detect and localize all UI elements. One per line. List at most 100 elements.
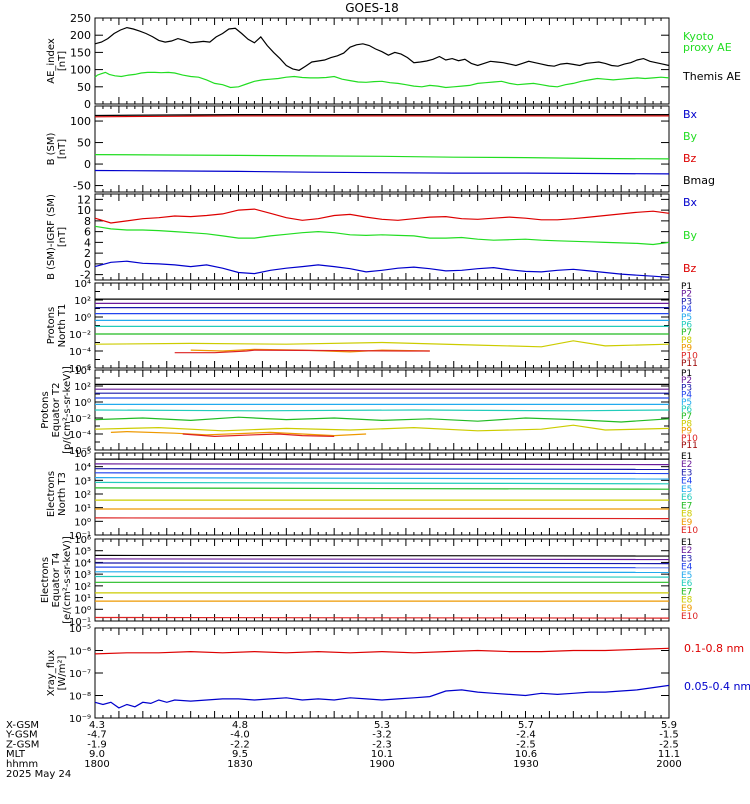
y-axis-label: Electrons — [40, 557, 51, 603]
series-line — [94, 416, 670, 423]
ytick-label: 0 — [84, 98, 91, 111]
series-line — [94, 468, 670, 470]
y-axis-label: [p/(cm²-s-sr-keV)] — [62, 366, 73, 454]
ytick-label: 10² — [74, 296, 91, 307]
y-axis-label: B (SM)-IGRF (SM) — [46, 194, 57, 280]
legend-entry: E3 — [681, 468, 692, 478]
series-line — [94, 566, 670, 569]
y-axis-label: Equator T2 — [51, 383, 62, 438]
legend-entry: P10 — [681, 351, 698, 361]
legend-entry: Themis AE — [682, 70, 741, 83]
legend-entry: Bmag — [683, 174, 715, 187]
ytick-label: 10⁰ — [74, 313, 91, 324]
y-axis-label: North T1 — [57, 304, 68, 348]
xtick-label: 4.8 — [232, 720, 248, 731]
xtick-label: 2000 — [656, 759, 681, 770]
series-line — [94, 571, 670, 574]
ytick-label: 10¹ — [74, 504, 91, 515]
legend-entry: P6 — [681, 321, 692, 331]
ytick-label: 10⁶ — [74, 535, 91, 546]
y-axis-label: AE_index — [46, 38, 57, 84]
series-line — [94, 554, 670, 557]
ytick-label: 10⁻¹ — [69, 617, 91, 628]
series-line — [182, 433, 335, 438]
legend-entry: Kyoto — [683, 30, 714, 43]
legend-entry: E1 — [681, 452, 692, 462]
ytick-label: 10⁴ — [74, 279, 91, 290]
xtick-label: 1800 — [84, 759, 109, 770]
ytick-label: 12 — [77, 193, 91, 206]
xtick-label: -4.0 — [230, 730, 250, 741]
ytick-label: 150 — [70, 46, 91, 59]
ytick-label: 10⁻⁹ — [69, 714, 91, 725]
ytick-label: 10 — [77, 204, 91, 217]
series-line — [94, 684, 670, 709]
legend-entry: E6 — [681, 493, 693, 503]
xtick-label: 1900 — [369, 759, 394, 770]
series-line — [94, 154, 670, 160]
legend-entry: P9 — [681, 427, 692, 437]
series-line — [94, 481, 670, 485]
legend-entry: E3 — [681, 554, 692, 564]
series-line — [94, 477, 670, 480]
legend-entry: 0.05-0.4 nm — [684, 680, 750, 693]
ytick-label: 0 — [84, 158, 91, 171]
legend-entry: P1 — [681, 369, 692, 379]
xaxis-row-label: hhmm — [6, 759, 38, 770]
xtick-label: -1.9 — [87, 739, 107, 750]
series-line — [94, 409, 670, 412]
legend-entry: E2 — [681, 460, 692, 470]
y-axis-label: [nT] — [57, 139, 68, 159]
xtick-label: -2.2 — [230, 739, 250, 750]
legend-entry: P5 — [681, 398, 692, 408]
legend-entry: E8 — [681, 510, 693, 520]
legend-entry: P11 — [681, 359, 698, 369]
ytick-label: -2 — [80, 269, 91, 282]
xtick-label: -3.2 — [372, 730, 392, 741]
legend-entry: P7 — [681, 412, 692, 422]
legend-entry: P4 — [681, 391, 692, 401]
y-axis-label: B (SM) — [46, 132, 57, 165]
legend-entry: Bz — [683, 262, 697, 275]
xaxis-row-label: Y-GSM — [5, 730, 38, 741]
xtick-label: 9.0 — [89, 749, 105, 760]
series-line — [94, 575, 670, 578]
panel-frame-electrons_t4 — [94, 538, 670, 622]
panel-frame-bsm — [94, 105, 670, 193]
legend-entry: proxy AE — [683, 41, 732, 54]
ytick-label: 250 — [70, 12, 91, 25]
xtick-label: 9.5 — [232, 749, 248, 760]
ytick-label: 200 — [70, 29, 91, 42]
xtick-label: 4.3 — [89, 720, 105, 731]
series-line — [94, 169, 670, 175]
legend-entry: P5 — [681, 313, 692, 323]
y-axis-label: [W/m²] — [57, 655, 68, 690]
legend-entry: E8 — [681, 596, 693, 606]
series-line — [94, 558, 670, 561]
legend-entry: Bx — [683, 108, 698, 121]
legend-entry: P4 — [681, 305, 692, 315]
ytick-label: 2 — [84, 247, 91, 260]
legend-entry: Bz — [683, 152, 697, 165]
legend-entry: P2 — [681, 290, 692, 300]
ytick-label: 10⁰ — [74, 605, 91, 616]
date-label: 2025 May 24 — [6, 769, 71, 780]
legend-entry: P6 — [681, 405, 692, 415]
xaxis-row-label: Z-GSM — [6, 739, 39, 750]
ytick-label: 0 — [84, 258, 91, 271]
y-axis-label: [nT] — [57, 227, 68, 247]
legend-entry: E7 — [681, 501, 692, 511]
series-line — [94, 616, 670, 619]
ytick-label: 10⁵ — [74, 547, 91, 558]
y-axis-label: Equator T4 — [51, 553, 62, 608]
series-line — [94, 26, 670, 71]
series-line — [94, 647, 670, 655]
xaxis-row-label: MLT — [6, 749, 26, 760]
ytick-label: 10¹ — [74, 594, 91, 605]
ytick-label: 10³ — [74, 570, 91, 581]
ytick-label: 10⁵ — [74, 449, 91, 460]
legend-entry: P10 — [681, 434, 698, 444]
xaxis-row-label: X-GSM — [6, 720, 39, 731]
ytick-label: 10² — [74, 582, 91, 593]
series-line — [94, 225, 670, 246]
